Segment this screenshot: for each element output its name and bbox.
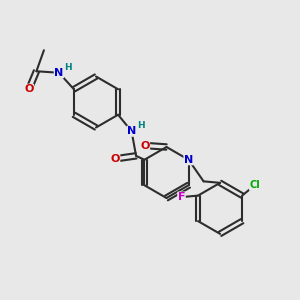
Text: H: H <box>64 63 72 72</box>
Text: O: O <box>24 84 34 94</box>
Text: O: O <box>140 140 150 151</box>
Text: Cl: Cl <box>249 180 260 190</box>
Text: N: N <box>127 126 136 136</box>
Text: N: N <box>54 68 64 78</box>
Text: O: O <box>110 154 120 164</box>
Text: N: N <box>184 155 193 165</box>
Text: F: F <box>178 192 185 202</box>
Text: H: H <box>137 122 144 130</box>
